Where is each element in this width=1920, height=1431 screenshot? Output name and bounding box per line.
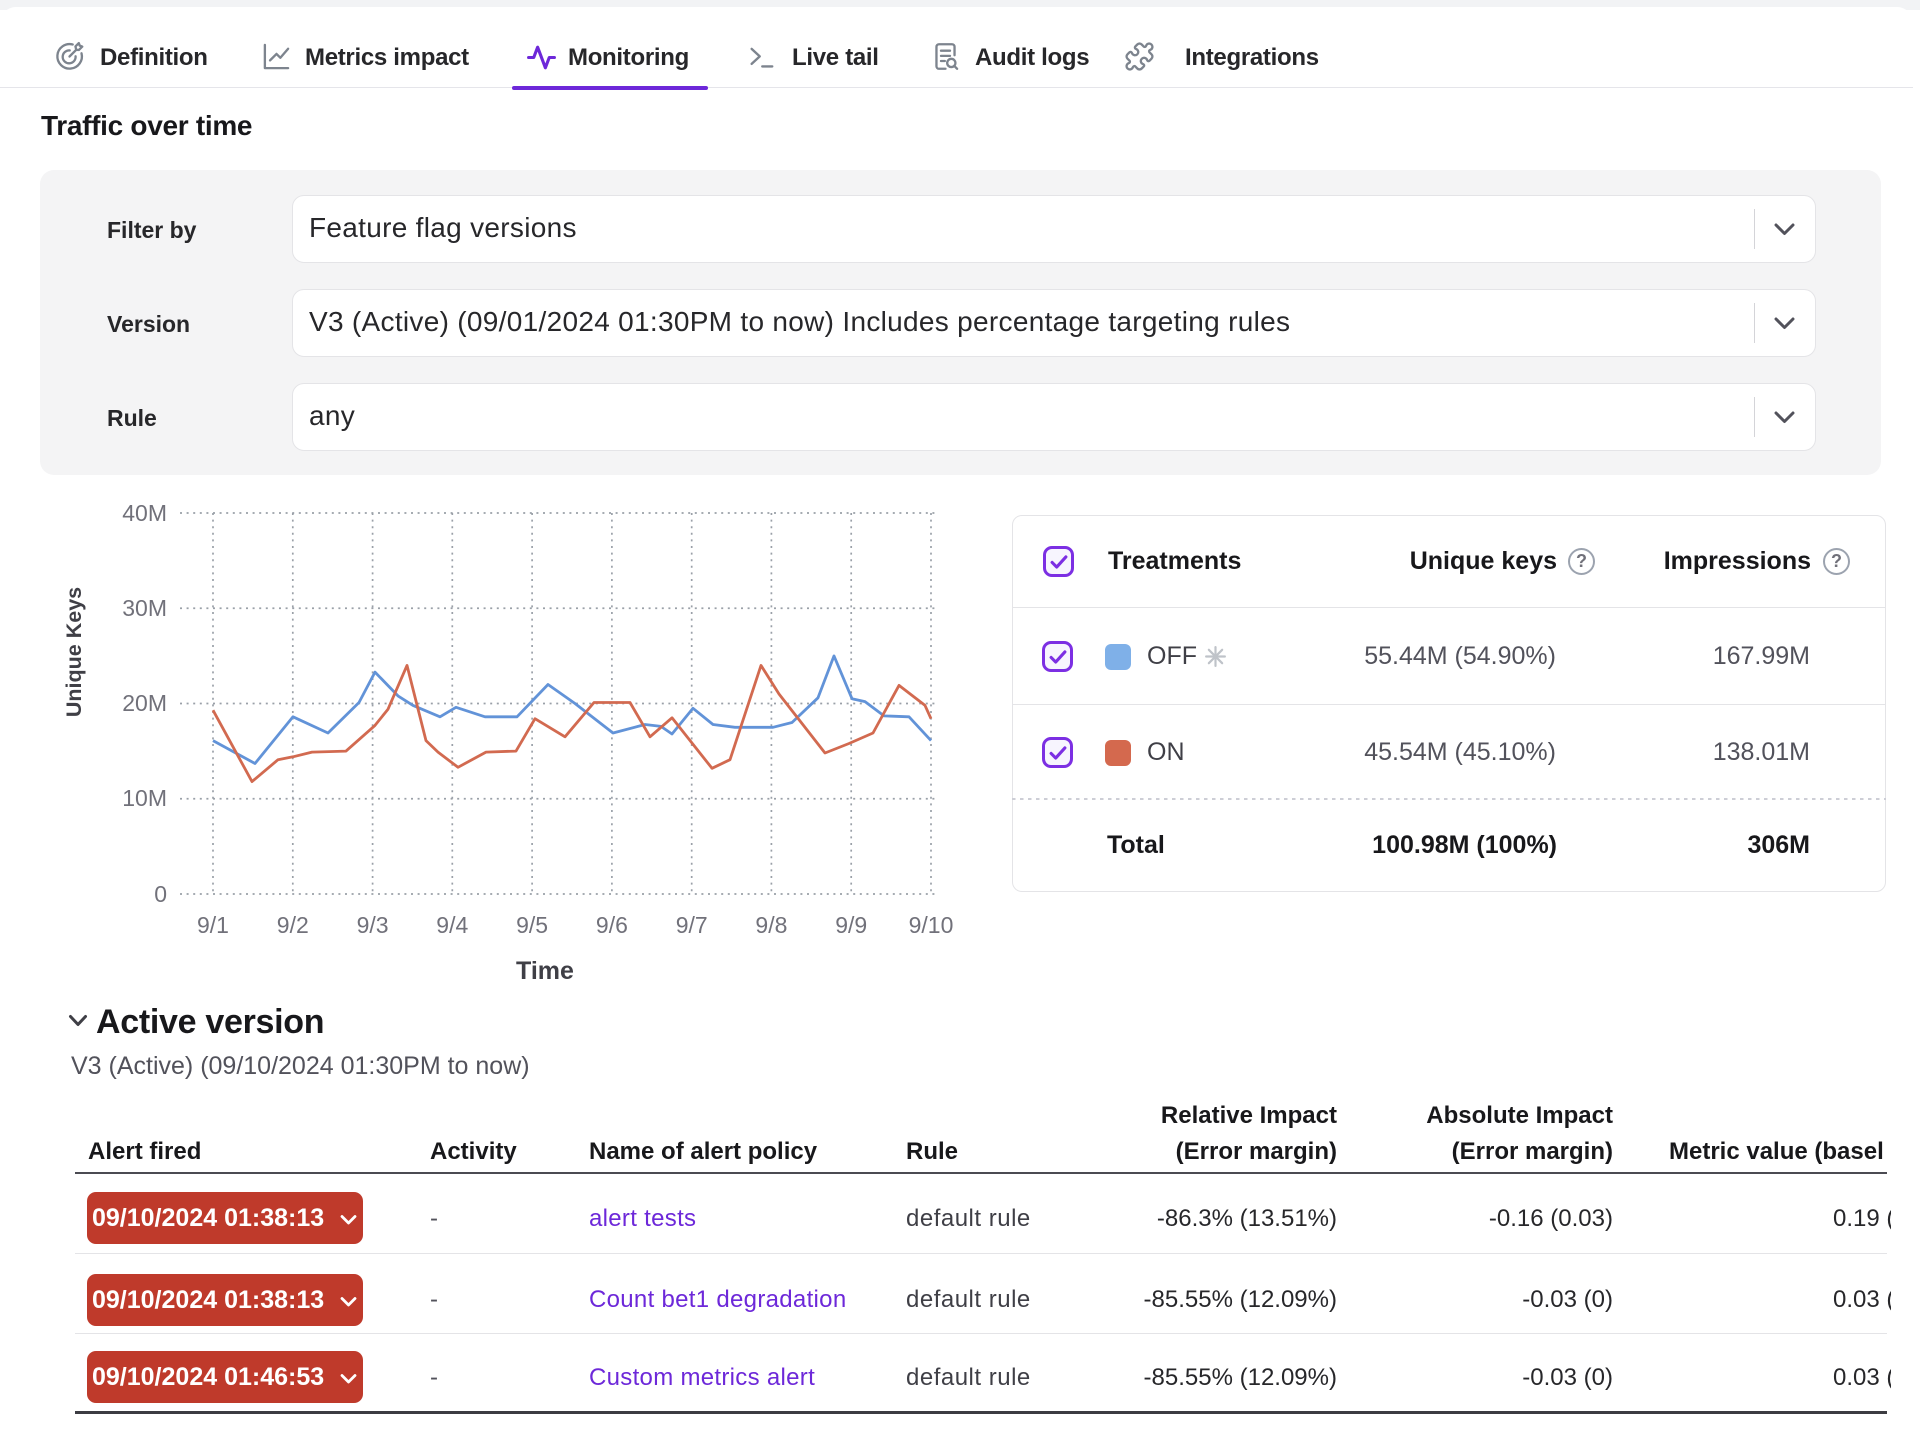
svg-text:Time: Time (516, 957, 574, 985)
svg-text:30M: 30M (122, 595, 167, 621)
svg-text:10M: 10M (122, 785, 167, 811)
svg-text:9/2: 9/2 (277, 912, 309, 938)
svg-text:9/1: 9/1 (197, 912, 229, 938)
svg-text:40M: 40M (122, 500, 167, 526)
svg-text:9/7: 9/7 (676, 912, 708, 938)
svg-text:9/10: 9/10 (909, 912, 954, 938)
svg-text:9/5: 9/5 (516, 912, 548, 938)
svg-text:9/8: 9/8 (755, 912, 787, 938)
svg-text:9/9: 9/9 (835, 912, 867, 938)
svg-text:9/4: 9/4 (436, 912, 468, 938)
svg-text:9/6: 9/6 (596, 912, 628, 938)
svg-text:Unique Keys: Unique Keys (62, 587, 86, 717)
svg-text:20M: 20M (122, 690, 167, 716)
svg-text:9/3: 9/3 (357, 912, 389, 938)
svg-text:0: 0 (154, 881, 167, 907)
